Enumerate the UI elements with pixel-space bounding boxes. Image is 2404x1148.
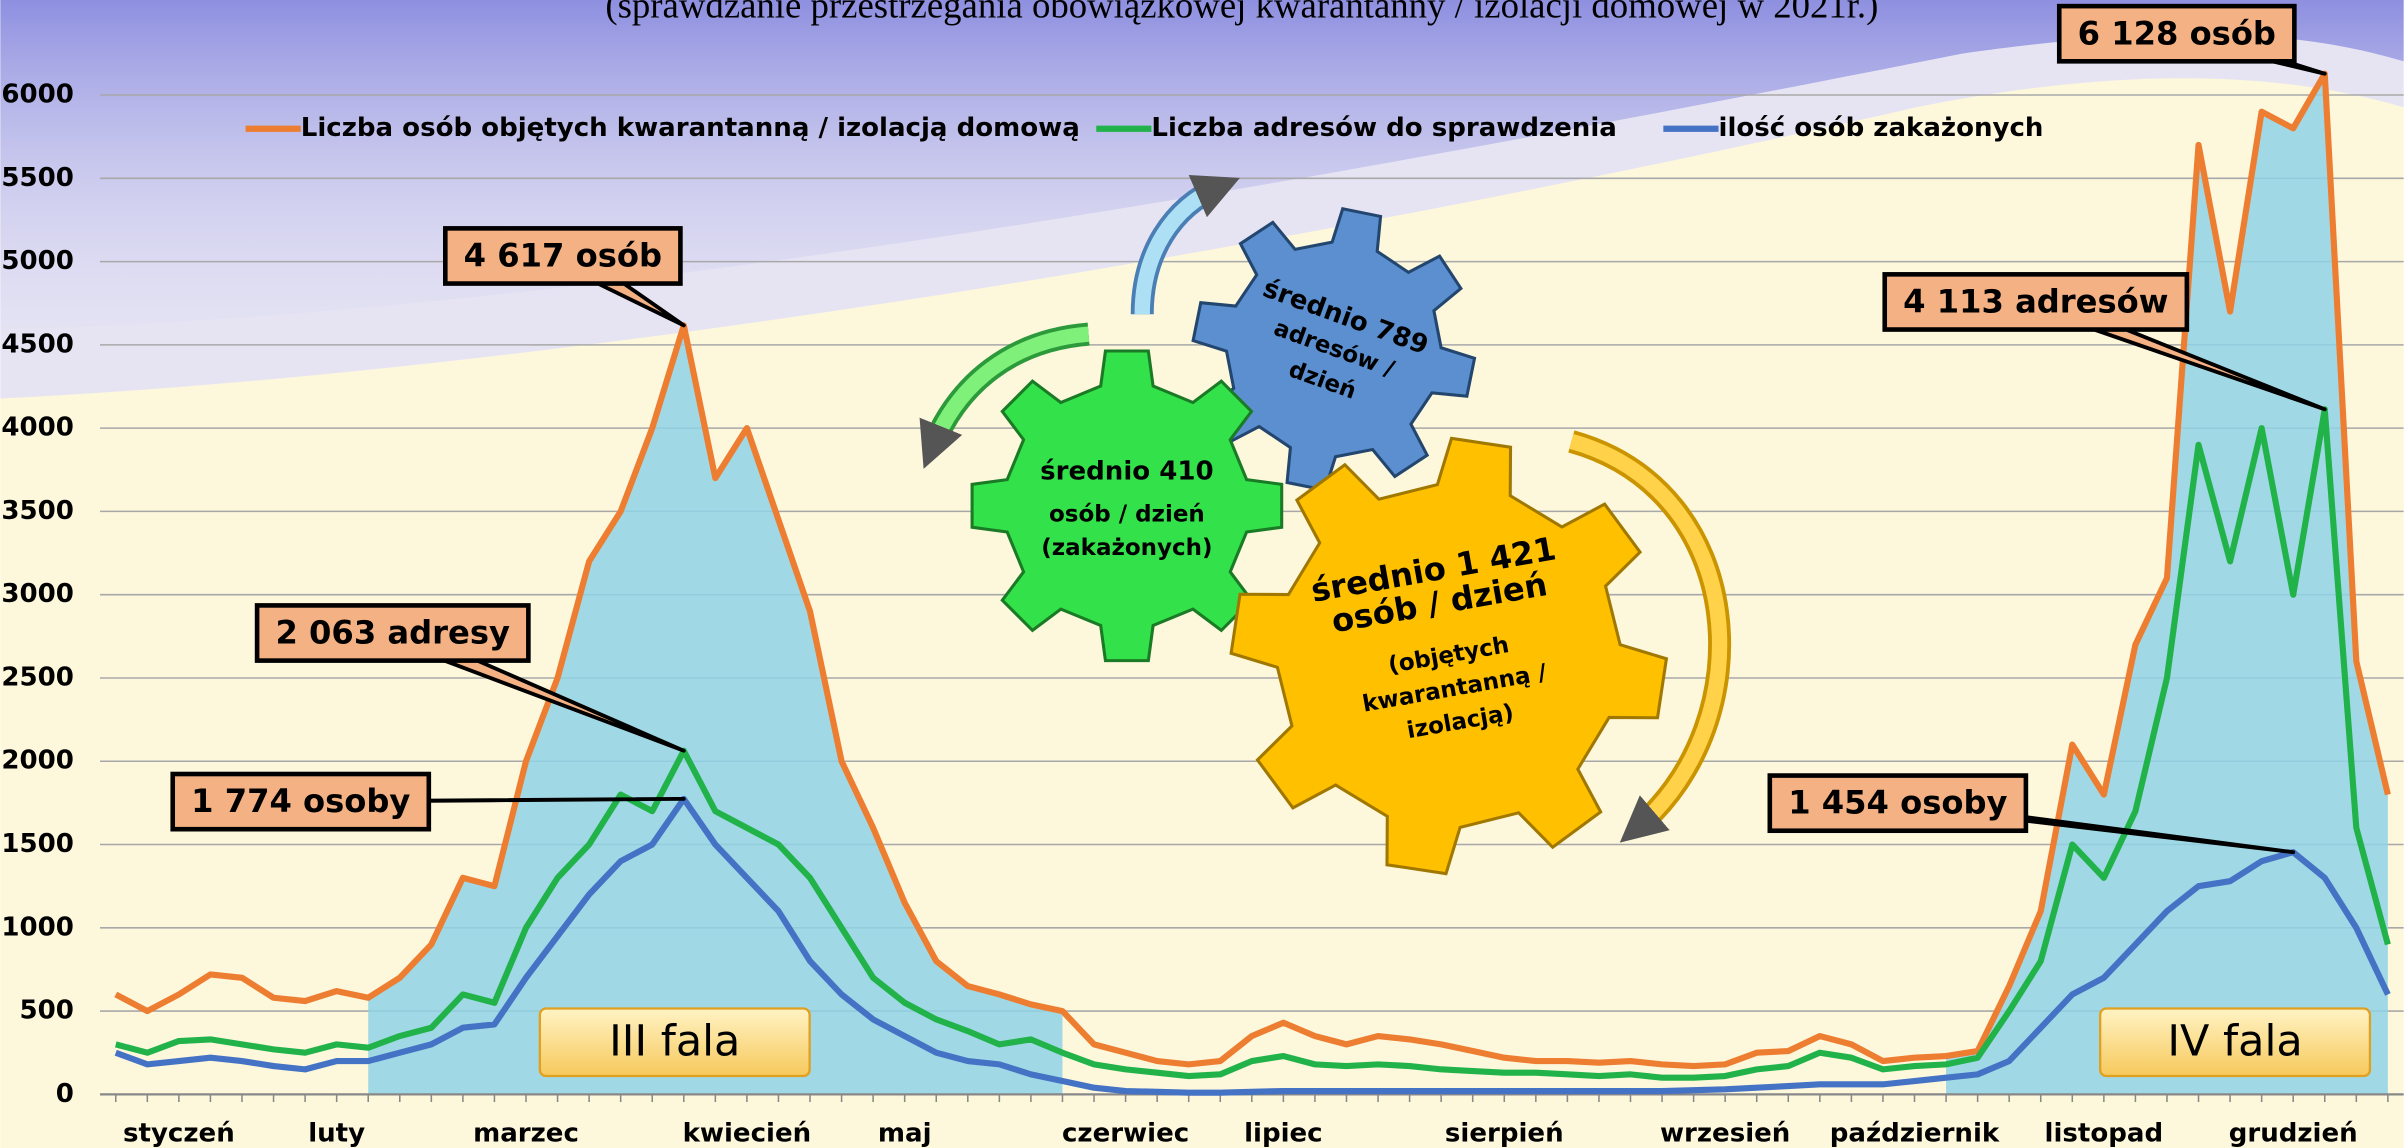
x-tick-label: marzec [473, 1119, 579, 1148]
gear-text: średnio 410 [1040, 457, 1213, 487]
series-line [114, 406, 2391, 1081]
arrow [1569, 434, 1728, 843]
callout-box [1882, 272, 2190, 332]
callout-box [170, 771, 432, 832]
y-tick-label: 3500 [1, 496, 73, 526]
x-tick-label: październik [1830, 1119, 2000, 1148]
y-tick-label: 1500 [1, 829, 73, 859]
x-tick-label: styczeń [123, 1119, 235, 1148]
x-tick-label: lipiec [1244, 1119, 1323, 1148]
x-tick-label: sierpień [1445, 1119, 1564, 1148]
gear-text: (zakażonych) [1041, 535, 1212, 561]
y-tick-label: 4000 [1, 413, 73, 443]
callout-box [1767, 773, 2029, 834]
y-tick-label: 1000 [1, 912, 73, 942]
series-line [114, 795, 2391, 1096]
subtitle: (sprawdzanie przestrzegania obowiązkowej… [605, 0, 1878, 26]
y-tick-label: 2000 [1, 746, 73, 776]
callout-label: 6 128 osób [2078, 14, 2276, 52]
gear [1229, 436, 1669, 876]
gear-text: osób / dzień [1049, 501, 1205, 527]
arrows [919, 175, 1732, 843]
callout-label: 4 617 osób [464, 236, 662, 274]
y-tick-label: 3000 [1, 579, 73, 609]
x-tick-label: kwiecień [683, 1119, 812, 1148]
legend-label: Liczba adresów do sprawdzenia [1151, 113, 1616, 143]
x-tick-label: grudzień [2229, 1119, 2358, 1148]
x-tick-label: listopad [2045, 1119, 2164, 1148]
callout-box [2056, 3, 2297, 64]
callout-label: 1 774 osoby [191, 782, 410, 820]
callout-box [443, 226, 683, 286]
y-tick-label: 0 [56, 1079, 74, 1109]
gear [1191, 206, 1477, 492]
y-tick-label: 500 [20, 996, 74, 1026]
callout-box [254, 603, 531, 663]
legend-label: ilość osób zakażonych [1719, 113, 2044, 143]
legend-label: Liczba osób objętych kwarantanną / izola… [301, 113, 1080, 143]
x-tick-label: czerwiec [1062, 1119, 1189, 1148]
wave-label: III fala [609, 1016, 740, 1066]
wave-label: IV fala [2167, 1016, 2302, 1066]
callout-label: 4 113 adresów [1903, 282, 2168, 320]
wave-label-box [538, 1007, 811, 1078]
y-tick-label: 5500 [1, 163, 73, 193]
callout-label: 1 454 osoby [1788, 784, 2007, 822]
x-tick-label: wrzesień [1660, 1119, 1790, 1148]
y-tick-label: 5000 [1, 246, 73, 276]
x-tick-label: maj [878, 1119, 932, 1148]
y-tick-label: 4500 [1, 329, 73, 359]
arrow [1134, 175, 1240, 315]
callout-label: 2 063 adresy [275, 614, 510, 652]
arrow [919, 326, 1090, 469]
wave-label-box [2099, 1007, 2372, 1078]
y-tick-label: 2500 [1, 662, 73, 692]
y-tick-label: 6000 [1, 80, 73, 110]
x-tick-label: luty [308, 1119, 365, 1148]
series-line [114, 70, 2391, 1070]
